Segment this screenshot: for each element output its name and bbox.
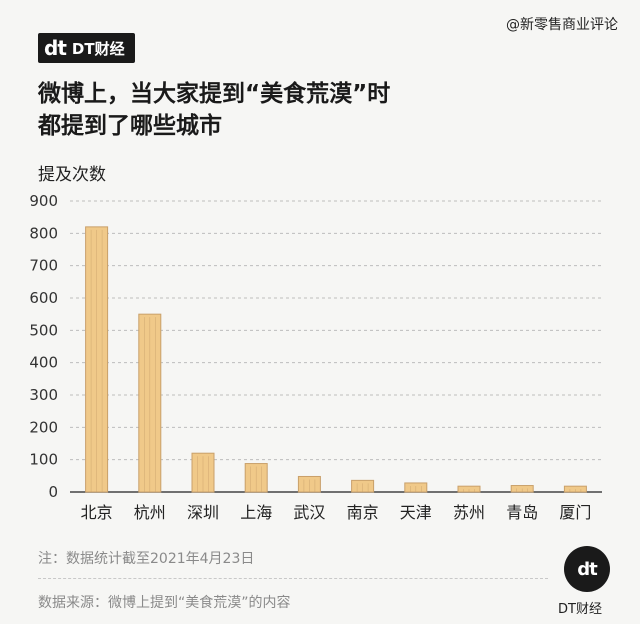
- x-tick-label: 苏州: [453, 503, 485, 522]
- x-tick-label: 上海: [240, 503, 272, 522]
- brand-name: DT财经: [71, 39, 125, 58]
- y-tick-label: 200: [29, 418, 58, 436]
- dt-logo-icon: dt: [44, 36, 67, 60]
- y-tick-label: 900: [29, 192, 58, 210]
- chart-title-line1: 微博上，当大家提到“美食荒漠”时: [38, 81, 391, 107]
- brand-badge: dt DT财经: [38, 33, 135, 63]
- x-tick-label: 深圳: [187, 503, 219, 522]
- y-tick-label: 400: [29, 354, 58, 372]
- x-tick-label: 青岛: [506, 503, 538, 522]
- corner-brand-name: DT财经: [558, 602, 602, 617]
- x-tick-label: 北京: [81, 503, 113, 522]
- y-tick-label: 0: [48, 483, 58, 501]
- y-tick-label: 800: [29, 224, 58, 242]
- dt-corner-logo-icon: dt: [564, 546, 610, 592]
- y-tick-label: 700: [29, 257, 58, 275]
- x-tick-label: 天津: [400, 503, 432, 522]
- y-tick-label: 600: [29, 289, 58, 307]
- y-tick-label: 100: [29, 451, 58, 469]
- y-tick-label: 500: [29, 321, 58, 339]
- chart-title: 微博上，当大家提到“美食荒漠”时 都提到了哪些城市: [38, 78, 458, 142]
- x-tick-label: 武汉: [293, 503, 325, 522]
- x-tick-label: 杭州: [134, 503, 166, 522]
- x-tick-label: 厦门: [559, 503, 591, 522]
- chart-title-line2: 都提到了哪些城市: [38, 113, 222, 139]
- y-tick-label: 300: [29, 386, 58, 404]
- divider: [38, 578, 548, 579]
- weibo-watermark: @新零售商业评论: [506, 17, 618, 33]
- x-tick-label: 南京: [347, 503, 379, 522]
- data-source: 数据来源：微博上提到“美食荒漠”的内容: [38, 595, 291, 611]
- y-axis-label: 提及次数: [38, 165, 106, 185]
- chart-note: 注：数据统计截至2021年4月23日: [38, 551, 255, 567]
- bar-chart: 0 100 200 300 400 500 600 700 800 900 北京 杭州 深圳 上海 武汉 南京…: [29, 192, 602, 522]
